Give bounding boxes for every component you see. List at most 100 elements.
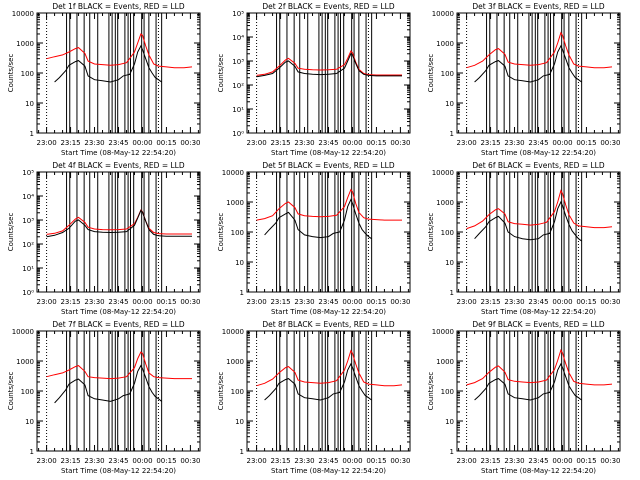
events-series-line <box>46 209 192 238</box>
x-tick-label: 00:30 <box>390 139 410 147</box>
y-tick-label: 10 <box>445 418 454 426</box>
y-tick-label: 10000 <box>432 328 454 336</box>
lld-series-line <box>466 348 613 386</box>
x-axis-label: Start Time (08-May-12 22:54:20) <box>61 467 176 475</box>
x-tick-label: 23:15 <box>480 139 500 147</box>
x-tick-label: 23:30 <box>294 139 314 147</box>
y-tick-label: 10000 <box>12 10 34 18</box>
y-tick-label: 1000 <box>16 40 34 48</box>
events-series-line <box>474 44 582 83</box>
chart-panel: 1 10 100 1000 10000 23:00 23:15 23:30 23:45 00:00… <box>427 320 621 475</box>
chart-panel: 1 10 100 1000 10000 23:00 23:15 23:30 23:45 00:00… <box>217 320 411 475</box>
x-tick-label: 00:15 <box>156 139 176 147</box>
x-tick-label: 23:30 <box>294 457 314 465</box>
x-tick-label: 23:45 <box>528 139 548 147</box>
x-tick-label: 23:00 <box>36 457 56 465</box>
y-tick-label: 1000 <box>226 358 244 366</box>
y-tick-label: 10 <box>445 259 454 267</box>
y-tick-label: 10⁴ <box>22 193 34 201</box>
y-tick-label: 10000 <box>12 328 34 336</box>
y-tick-label: 10000 <box>432 10 454 18</box>
plot-frame <box>246 330 411 452</box>
events-series-line <box>474 362 582 401</box>
x-tick-label: 00:15 <box>576 457 596 465</box>
y-tick-label: 10 <box>235 259 244 267</box>
lld-series-line <box>256 50 402 76</box>
x-tick-label: 00:00 <box>552 457 572 465</box>
chart-title: Det 7f BLACK = Events, RED = LLD <box>52 320 185 329</box>
x-tick-label: 23:30 <box>504 457 524 465</box>
lld-series-line <box>46 33 193 69</box>
x-tick-label: 23:45 <box>318 298 338 306</box>
plot-frame <box>36 12 201 134</box>
y-tick-label: 10 <box>25 100 34 108</box>
x-tick-label: 23:00 <box>456 457 476 465</box>
x-tick-label: 00:15 <box>156 298 176 306</box>
plot-area <box>46 331 192 451</box>
y-tick-label: 1 <box>450 289 454 297</box>
x-tick-label: 00:00 <box>132 139 152 147</box>
y-tick-label: 10⁵ <box>232 10 244 18</box>
plot-frame <box>456 330 621 452</box>
plot-frame <box>456 12 621 134</box>
lld-series-line <box>256 349 403 387</box>
chart-title: Det 8f BLACK = Events, RED = LLD <box>262 320 395 329</box>
y-tick-label: 10¹ <box>22 265 34 273</box>
y-tick-label: 10000 <box>222 328 244 336</box>
x-tick-label: 23:15 <box>270 298 290 306</box>
y-tick-label: 10⁰ <box>232 130 244 138</box>
x-tick-label: 00:15 <box>366 457 386 465</box>
x-tick-label: 00:00 <box>342 139 362 147</box>
x-tick-label: 23:00 <box>246 457 266 465</box>
y-tick-label: 1000 <box>436 40 454 48</box>
y-axis-label: Counts/sec <box>217 213 225 252</box>
x-tick-label: 23:45 <box>528 457 548 465</box>
x-tick-label: 00:15 <box>576 139 596 147</box>
chart-panel: 1 10 100 1000 10000 23:00 23:15 23:30 23:45 00:00… <box>427 161 621 316</box>
x-tick-label: 00:00 <box>342 457 362 465</box>
y-tick-label: 1000 <box>436 358 454 366</box>
chart-panel: 1 10 100 1000 10000 23:00 23:15 23:30 23:45 00:00… <box>7 320 201 475</box>
y-tick-label: 1 <box>240 448 244 456</box>
x-tick-label: 23:15 <box>60 139 80 147</box>
y-tick-label: 1000 <box>16 358 34 366</box>
x-tick-label: 23:30 <box>294 298 314 306</box>
x-tick-label: 23:00 <box>246 139 266 147</box>
y-axis-label: Counts/sec <box>7 54 15 93</box>
x-axis-label: Start Time (08-May-12 22:54:20) <box>271 467 386 475</box>
events-series-line <box>264 198 372 240</box>
x-tick-label: 00:30 <box>390 298 410 306</box>
x-tick-label: 00:00 <box>552 139 572 147</box>
x-tick-label: 00:00 <box>132 298 152 306</box>
x-tick-label: 00:30 <box>600 139 620 147</box>
x-tick-label: 23:30 <box>504 298 524 306</box>
x-tick-label: 00:30 <box>180 139 200 147</box>
x-tick-label: 23:45 <box>108 139 128 147</box>
events-series-line <box>54 364 162 404</box>
x-tick-label: 23:00 <box>456 139 476 147</box>
plot-area <box>466 331 613 451</box>
x-tick-label: 23:15 <box>270 139 290 147</box>
plot-frame <box>246 171 411 293</box>
x-tick-label: 23:30 <box>84 457 104 465</box>
x-tick-label: 23:30 <box>84 298 104 306</box>
x-tick-label: 00:30 <box>180 298 200 306</box>
chart-panel: 1 10 100 1000 10000 23:00 23:15 23:30 23:45 00:00… <box>7 2 201 157</box>
y-tick-label: 1 <box>30 130 34 138</box>
x-tick-label: 00:30 <box>600 298 620 306</box>
x-axis-label: Start Time (08-May-12 22:54:20) <box>271 308 386 316</box>
x-tick-label: 00:15 <box>156 457 176 465</box>
x-tick-label: 00:00 <box>342 298 362 306</box>
y-tick-label: 100 <box>441 70 454 78</box>
y-axis-label: Counts/sec <box>427 372 435 411</box>
y-tick-label: 1 <box>240 289 244 297</box>
x-tick-label: 23:15 <box>480 298 500 306</box>
y-tick-label: 10 <box>235 418 244 426</box>
x-tick-label: 00:00 <box>552 298 572 306</box>
plot-frame <box>456 171 621 293</box>
lld-series-line <box>256 188 402 221</box>
chart-panel: 10⁰ 10¹ 10² 10³ 10⁴ 10⁵ 23:00 23:15 23:30 23:45 00… <box>7 161 201 316</box>
x-axis-label: Start Time (08-May-12 22:54:20) <box>481 308 596 316</box>
chart-title: Det 4f BLACK = Events, RED = LLD <box>52 161 185 170</box>
y-tick-label: 10² <box>22 241 34 249</box>
